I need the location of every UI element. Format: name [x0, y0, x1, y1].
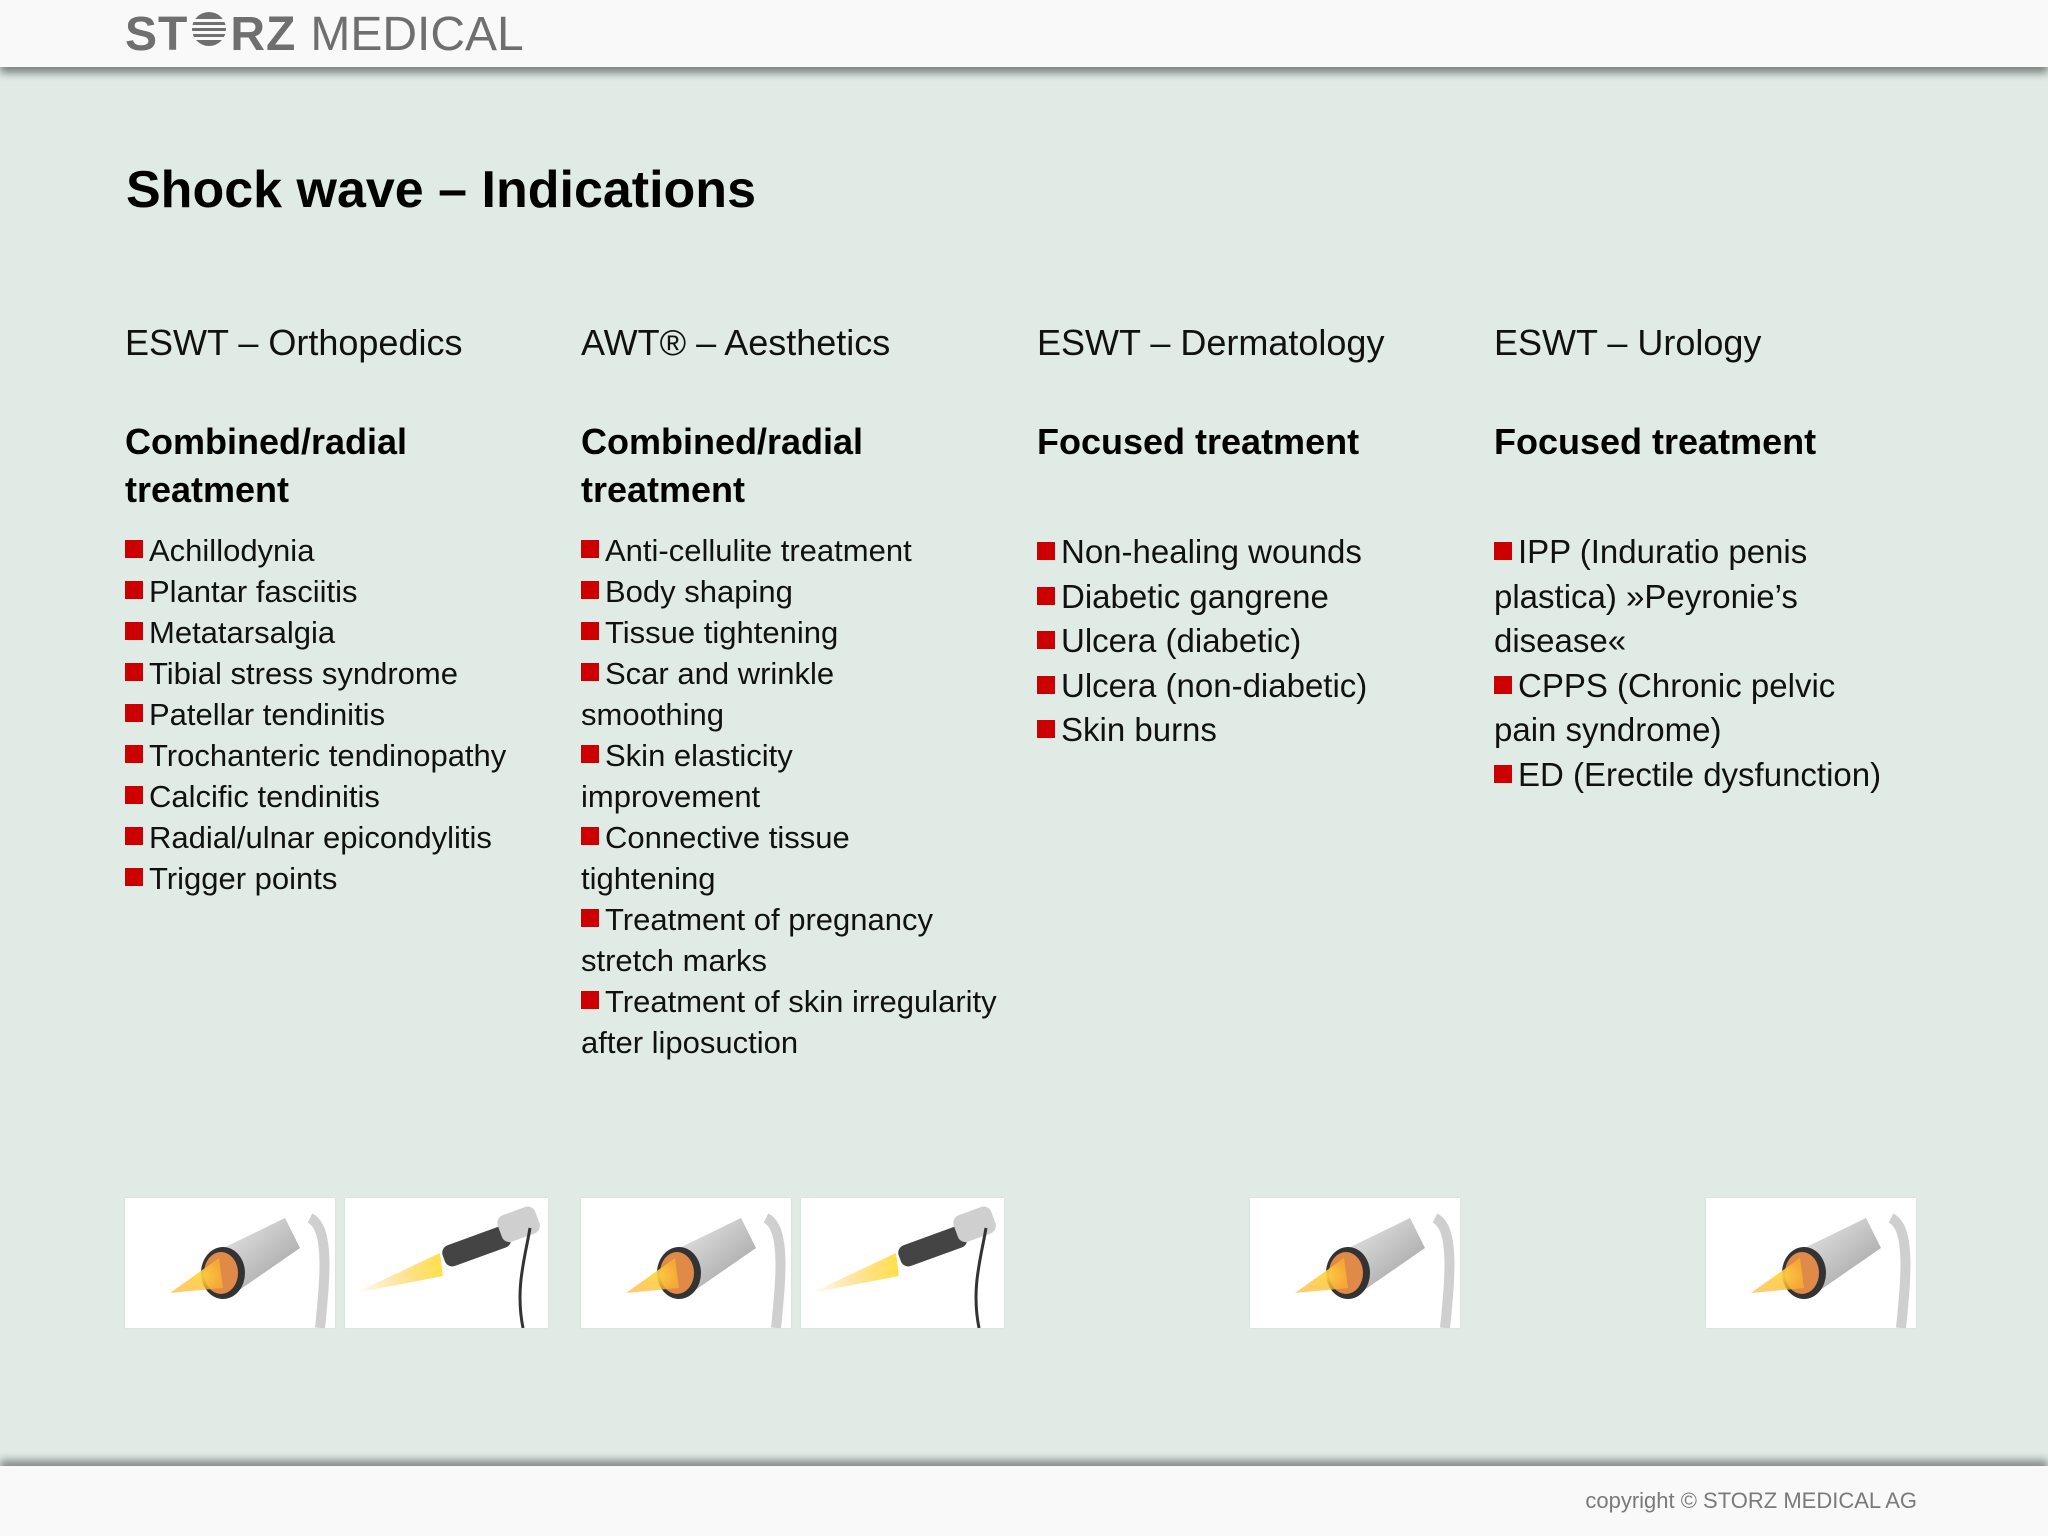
copyright-text: copyright © STORZ MEDICAL AG [1585, 1488, 1917, 1513]
column-heading: ESWT – Urology [1494, 322, 1762, 363]
focused-applicator-image [581, 1198, 791, 1328]
radial-applicator-image [801, 1198, 1004, 1328]
indication-list: IPP (Induratio penis plastica) »Peyronie… [1494, 530, 1924, 797]
footer-bar: copyright © STORZ MEDICAL AG [0, 1466, 2048, 1536]
bullet-square-icon [125, 581, 143, 599]
bullet-square-icon [1494, 764, 1512, 783]
logo-o-mark-icon [190, 7, 229, 62]
focused-applicator-image [125, 1198, 335, 1328]
column-heading: ESWT – Orthopedics [125, 322, 463, 363]
storz-medical-logo: ST RZ MEDICAL [125, 6, 524, 62]
radial-applicator-image [345, 1198, 548, 1328]
bullet-square-icon [581, 909, 599, 927]
list-item: Ulcera (non-diabetic) [1037, 664, 1467, 709]
column-heading: AWT® – Aesthetics [581, 322, 891, 363]
bullet-square-icon [1037, 720, 1055, 738]
list-item: Skin elasticity improvement [581, 738, 793, 814]
logo-text-st: ST [125, 7, 189, 61]
column-dermatology: ESWT – Dermatology Focused treatment Non… [1037, 322, 1467, 753]
column-aesthetics: AWT® – Aesthetics Combined/radial treatm… [581, 322, 1011, 1063]
bullet-square-icon [1494, 542, 1512, 560]
bullet-square-icon [581, 581, 599, 599]
column-subheading: Combined/radial treatment [125, 421, 408, 510]
bullet-square-icon [125, 786, 143, 804]
bullet-square-icon [1037, 675, 1055, 694]
list-item: Skin burns [1037, 708, 1467, 753]
list-item: Tibial stress syndrome [125, 653, 555, 694]
list-item: Anti-cellulite treatment [581, 530, 1011, 571]
list-item: Metatarsalgia [125, 612, 555, 653]
indication-list: Anti-cellulite treatment Body shaping Ti… [581, 530, 1011, 1063]
list-item: Ulcera (diabetic) [1037, 619, 1467, 664]
list-item: Achillodynia [125, 530, 555, 571]
list-item: Treatment of skin irregularity after lip… [581, 984, 997, 1060]
list-item: Trigger points [125, 858, 555, 899]
bullet-square-icon [1037, 542, 1055, 560]
bullet-square-icon [581, 991, 599, 1009]
bullet-square-icon [1037, 586, 1055, 605]
focused-applicator-image [1250, 1198, 1460, 1328]
header-bar: ST RZ MEDICAL [0, 0, 2048, 67]
column-subheading: Focused treatment [1494, 421, 1817, 462]
list-item: IPP (Induratio penis plastica) »Peyronie… [1494, 533, 1808, 659]
list-item: Connective tissue tightening [581, 820, 850, 896]
bullet-square-icon [125, 622, 143, 640]
bullet-square-icon [581, 622, 599, 640]
bullet-square-icon [125, 704, 143, 722]
bullet-square-icon [581, 663, 599, 681]
bullet-square-icon [581, 745, 599, 763]
bullet-square-icon [125, 868, 143, 886]
list-item: Body shaping [581, 571, 1011, 612]
column-orthopedics: ESWT – Orthopedics Combined/radial treat… [125, 322, 555, 899]
bullet-square-icon [125, 663, 143, 681]
list-item: Radial/ulnar epicondylitis [125, 817, 555, 858]
list-item: Treatment of pregnancy stretch marks [581, 902, 933, 978]
bullet-square-icon [581, 827, 599, 845]
list-item: Scar and wrinkle smoothing [581, 656, 835, 732]
logo-text-rz: RZ [230, 7, 297, 61]
slide-title: Shock wave – Indications [126, 161, 756, 219]
column-subheading: Combined/radial treatment [581, 421, 864, 510]
list-item: CPPS (Chronic pelvic pain syndrome) [1494, 666, 1836, 748]
column-heading: ESWT – Dermatology [1037, 322, 1385, 363]
list-item: ED (Erectile dysfunction) [1494, 753, 1914, 798]
column-subheading: Focused treatment [1037, 421, 1360, 462]
bullet-square-icon [125, 827, 143, 845]
list-item: Patellar tendinitis [125, 694, 555, 735]
list-item: Trochanteric tendinopathy [125, 735, 555, 776]
bullet-square-icon [1494, 675, 1512, 694]
bullet-square-icon [125, 745, 143, 763]
bullet-square-icon [1037, 631, 1055, 649]
column-urology: ESWT – Urology Focused treatment IPP (In… [1494, 322, 1924, 797]
list-item: Plantar fasciitis [125, 571, 555, 612]
bullet-square-icon [125, 540, 143, 558]
bullet-square-icon [581, 540, 599, 558]
list-item: Calcific tendinitis [125, 776, 555, 817]
indication-list: Non-healing wounds Diabetic gangrene Ulc… [1037, 530, 1467, 753]
logo-text-medical: MEDICAL [310, 7, 524, 61]
focused-applicator-image [1706, 1198, 1916, 1328]
list-item: Non-healing wounds [1037, 530, 1467, 575]
list-item: Tissue tightening [581, 612, 1011, 653]
list-item: Diabetic gangrene [1037, 575, 1467, 620]
indication-list: Achillodynia Plantar fasciitis Metatarsa… [125, 530, 555, 899]
